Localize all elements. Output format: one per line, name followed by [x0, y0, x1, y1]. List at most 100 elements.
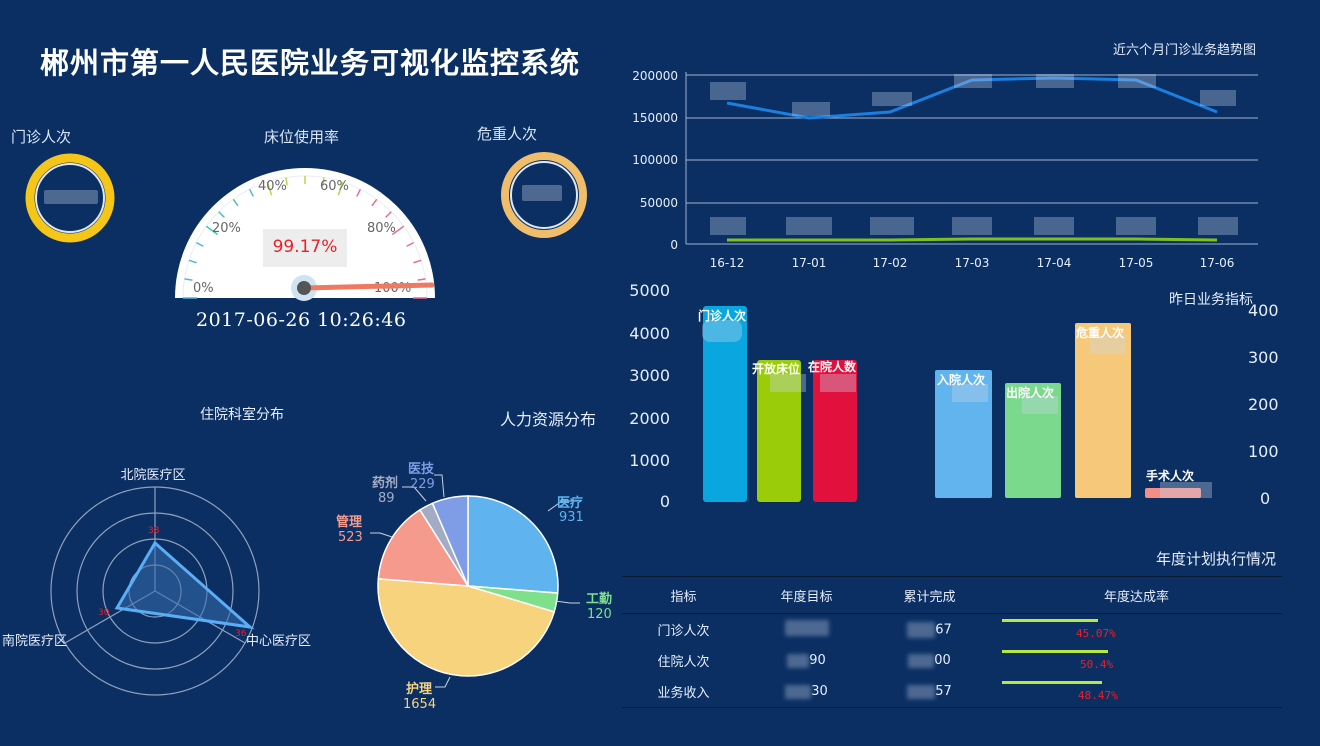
pie-slice	[467, 495, 559, 594]
row-rate: 45.07%	[1076, 626, 1116, 640]
pie-slice-label: 护理	[406, 681, 432, 697]
hr-pie-chart: 医疗 931 工勤 120 护理 1654 管理 523 药剂 89 医技 22…	[336, 461, 612, 712]
gauge-tick	[195, 241, 204, 247]
bed-usage-gauge: 0% 20% 40% 60% 80% 100% 99.17%	[175, 168, 435, 301]
bed-gauge-label: 床位使用率	[264, 128, 340, 146]
trend-x-tick: 17-01	[792, 256, 827, 270]
trend-y-tick: 0	[670, 238, 678, 252]
table-row: 业务收入 30 57 48.47%	[622, 676, 1282, 708]
datetime-clock: 2017-06-26 10:26:46	[196, 309, 407, 331]
trend-x-tick: 17-03	[955, 256, 990, 270]
redacted-value	[907, 684, 936, 699]
pie-slice	[431, 495, 469, 587]
gauge-tick	[188, 259, 197, 264]
critical-value-redacted	[522, 185, 562, 201]
outpatient-gauge-label: 门诊人次	[11, 128, 72, 146]
pie-slice	[377, 508, 470, 587]
redacted-value	[785, 684, 812, 699]
yesterday-bar-chart: 5000 4000 3000 2000 1000 0 400 300 200 1…	[629, 281, 1279, 511]
bar-label: 开放床位	[752, 361, 800, 376]
bar-open-beds	[757, 360, 801, 502]
left-axis-tick: 3000	[629, 366, 670, 385]
rate-progress-bar	[1002, 649, 1109, 653]
bar-outpatient	[703, 306, 747, 502]
pie-slice-value: 229	[410, 477, 435, 492]
bar-label: 入院人次	[937, 372, 985, 387]
pie-slice-label: 工勤	[586, 591, 612, 607]
plan-table: 指标 年度目标 累计完成 年度达成率 门诊人次 67 45.07% 住院人次 9…	[622, 576, 1282, 708]
pie-slice-label: 医技	[408, 461, 435, 477]
radar-value: 36	[235, 629, 247, 639]
trend-x-tick: 17-06	[1200, 256, 1235, 270]
trend-x-tick: 16-12	[710, 256, 745, 270]
trend-chart-title: 近六个月门诊业务趋势图	[1113, 43, 1257, 58]
gauge-value-box	[263, 229, 347, 267]
bar-admissions	[935, 370, 992, 498]
gauge-tick-label: 60%	[320, 179, 349, 194]
bar-redacted-values	[702, 320, 1212, 498]
radar-axis-label: 南院医疗区	[2, 633, 67, 649]
row-target: 30	[811, 684, 828, 699]
table-header: 指标	[622, 576, 746, 614]
radar-chart-title: 住院科室分布	[200, 407, 284, 423]
pie-slice-label: 医疗	[557, 495, 583, 511]
bar-inpatients	[813, 360, 857, 502]
critical-gauge-label: 危重人次	[477, 125, 538, 143]
pie-slice	[377, 577, 556, 677]
outpatient-ring-gauge	[25, 153, 115, 243]
gauge-tick	[385, 211, 392, 218]
gauge-value: 99.17%	[273, 237, 338, 257]
bar-discharges	[1005, 383, 1061, 498]
radar-value: 38	[148, 526, 160, 536]
redacted-value	[907, 621, 936, 638]
row-done: 00	[934, 653, 951, 668]
table-header: 年度目标	[745, 576, 869, 614]
redacted-value	[908, 653, 935, 668]
bar-label: 危重人次	[1075, 325, 1124, 340]
left-axis-tick: 4000	[629, 324, 670, 343]
left-axis-tick: 2000	[629, 409, 670, 428]
trend-series-line	[727, 237, 1218, 242]
gauge-tick	[266, 181, 273, 196]
gauge-tick	[205, 225, 219, 236]
gauge-tick	[285, 177, 288, 186]
trend-y-tick: 100000	[632, 153, 678, 167]
right-axis-tick: 200	[1248, 395, 1279, 414]
row-done: 57	[935, 684, 952, 699]
right-axis-tick: 300	[1248, 348, 1279, 367]
gauge-tick	[406, 241, 415, 247]
trend-x-tick: 17-04	[1037, 256, 1072, 270]
pie-slice-value: 89	[378, 491, 395, 506]
row-done: 67	[935, 622, 952, 637]
gauge-pivot	[297, 281, 311, 295]
radar-area	[114, 540, 255, 630]
redacted-value	[787, 653, 810, 668]
trend-y-tick: 50000	[640, 196, 678, 210]
row-target: 90	[809, 653, 826, 668]
trend-series-line	[726, 76, 1218, 120]
table-row: 门诊人次 67 45.07%	[622, 614, 1282, 646]
rate-progress-bar	[1002, 680, 1103, 684]
radar-axis-label: 北院医疗区	[120, 468, 185, 483]
gauge-tick-label: 0%	[193, 281, 214, 296]
radar-value: 30	[98, 608, 110, 618]
radar-axis-label: 中心医疗区	[246, 634, 311, 649]
bar-critical	[1075, 323, 1131, 498]
redacted-value	[784, 619, 829, 636]
critical-ring-gauge	[501, 152, 587, 238]
right-axis-tick: 100	[1248, 442, 1279, 461]
pie-slice-value: 931	[559, 510, 584, 525]
trend-chart: 200000 150000 100000 50000 0 16-12 17-01…	[632, 69, 1258, 270]
table-header: 年度达成率	[991, 576, 1282, 614]
page-title: 郴州市第一人民医院业务可视化监控系统	[40, 46, 581, 80]
gauge-tick	[371, 198, 378, 207]
row-rate: 48.47%	[1078, 688, 1118, 702]
left-axis-tick: 5000	[629, 281, 670, 300]
bar-label: 手术人次	[1146, 468, 1194, 483]
gauge-tick	[322, 177, 325, 186]
gauge-tick-label: 20%	[212, 221, 241, 236]
table-header: 累计完成	[868, 576, 992, 614]
pie-slice-value: 523	[338, 530, 363, 545]
outpatient-value-redacted	[44, 190, 98, 204]
bar-label: 在院人数	[808, 359, 857, 374]
